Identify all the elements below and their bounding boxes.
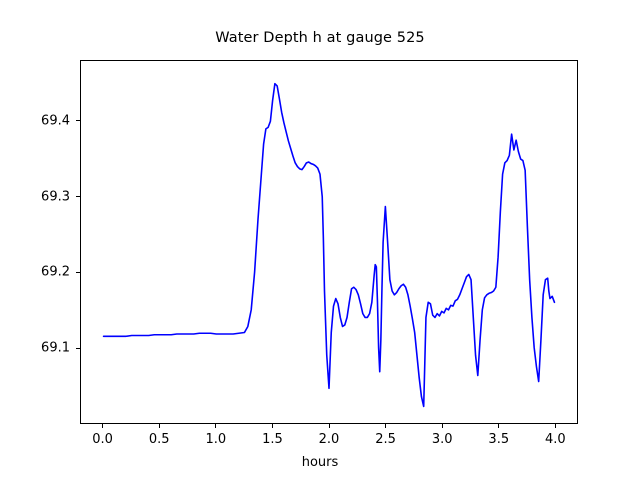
x-tick-mark bbox=[271, 424, 273, 428]
x-tick-mark bbox=[158, 424, 160, 428]
x-tick-label: 2.5 bbox=[375, 432, 396, 447]
x-tick-label: 0.5 bbox=[148, 432, 170, 447]
x-axis-label: hours bbox=[301, 455, 339, 470]
x-tick-mark bbox=[498, 424, 500, 428]
x-tick-mark bbox=[554, 424, 556, 428]
x-tick-label: 0.0 bbox=[92, 432, 113, 447]
x-tick-mark bbox=[215, 424, 217, 428]
x-tick-label: 3.5 bbox=[488, 432, 510, 447]
x-tick-label: 2.0 bbox=[318, 432, 340, 447]
x-tick-label: 4.0 bbox=[545, 432, 566, 447]
x-tick-mark bbox=[385, 424, 387, 428]
x-tick-mark bbox=[102, 424, 104, 428]
x-tick-label: 3.0 bbox=[431, 432, 453, 447]
page-title: Water Depth h at gauge 525 bbox=[215, 30, 425, 46]
y-tick-label: 69.1 bbox=[41, 340, 70, 356]
line-chart-canvas bbox=[102, 82, 556, 408]
plot-area bbox=[80, 60, 578, 424]
y-tick-label: 69.2 bbox=[41, 264, 70, 280]
x-tick-mark bbox=[328, 424, 330, 428]
data-series-line bbox=[102, 82, 556, 408]
x-tick-mark bbox=[441, 424, 443, 428]
y-tick-label: 69.4 bbox=[41, 113, 70, 129]
y-tick-label: 69.3 bbox=[41, 189, 70, 204]
x-tick-label: 1.0 bbox=[205, 432, 227, 447]
x-tick-label: 1.5 bbox=[262, 432, 283, 447]
